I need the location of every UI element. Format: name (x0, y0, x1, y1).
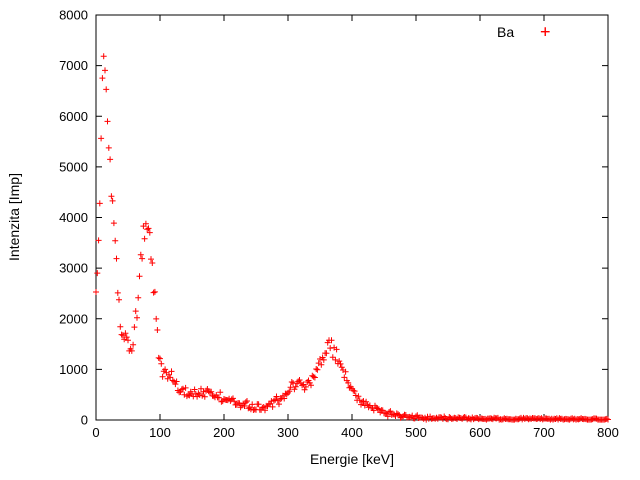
legend: Ba + (497, 22, 551, 42)
y-tick-label: 7000 (59, 58, 88, 73)
x-tick-label: 700 (533, 425, 555, 440)
plot-border (95, 14, 609, 421)
series-ba-points (93, 53, 611, 423)
x-tick-label: 0 (92, 425, 99, 440)
y-tick-label: 4000 (59, 210, 88, 225)
x-tick-label: 500 (405, 425, 427, 440)
x-tick-label: 200 (213, 425, 235, 440)
x-tick-label: 400 (341, 425, 363, 440)
y-tick-label: 0 (81, 413, 88, 428)
y-tick-label: 8000 (59, 8, 88, 23)
y-tick-label: 2000 (59, 311, 88, 326)
x-tick-label: 600 (469, 425, 491, 440)
y-tick-label: 5000 (59, 159, 88, 174)
legend-series-label: Ba (497, 24, 515, 40)
y-axis-label: Intenzita [Imp] (6, 173, 22, 261)
x-tick-label: 300 (277, 425, 299, 440)
x-tick-label: 800 (597, 425, 619, 440)
plus-marker-icon: + (540, 22, 551, 42)
x-axis-label: Energie [keV] (309, 451, 395, 467)
x-tick-label: 100 (149, 425, 171, 440)
y-tick-label: 6000 (59, 109, 88, 124)
y-tick-label: 1000 (59, 362, 88, 377)
y-tick-label: 3000 (59, 261, 88, 276)
